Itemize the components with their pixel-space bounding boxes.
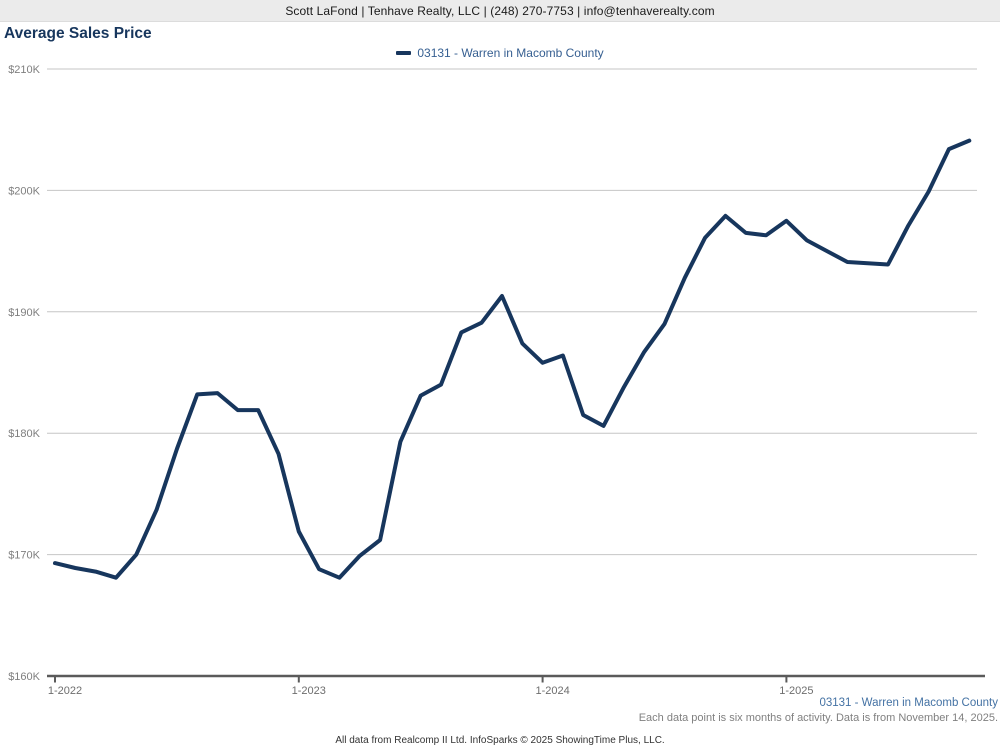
- x-axis-label: 1-2024: [535, 685, 569, 697]
- x-axis-label: 1-2023: [292, 685, 326, 697]
- price-line-series: [53, 138, 972, 580]
- y-axis-label: $160K: [8, 671, 40, 683]
- legend-series-label: 03131 - Warren in Macomb County: [417, 46, 604, 60]
- contact-header-bar: Scott LaFond | Tenhave Realty, LLC | (24…: [0, 0, 1000, 22]
- y-axis-label: $170K: [8, 550, 40, 562]
- y-axis-label: $190K: [8, 307, 40, 319]
- footer-data-note: Each data point is six months of activit…: [638, 712, 998, 724]
- legend-line-swatch-icon: [396, 51, 412, 55]
- y-axis-label: $210K: [8, 64, 40, 76]
- x-axis-label: 1-2022: [48, 685, 82, 697]
- chart-svg: $160K $170K $180K $190K $200K $210K 1-2022 1-20…: [8, 64, 985, 697]
- footer-attribution: All data from Realcomp II Ltd. InfoSpark…: [335, 735, 665, 746]
- average-sales-price-chart: $160K $170K $180K $190K $200K $210K 1-2022 1-20…: [0, 60, 1000, 705]
- y-axis-label: $180K: [8, 428, 40, 440]
- contact-header-text: Scott LaFond | Tenhave Realty, LLC | (24…: [285, 3, 715, 18]
- page-title: Average Sales Price: [4, 25, 152, 42]
- footer-series-label: 03131 - Warren in Macomb County: [819, 697, 998, 709]
- x-axis-label: 1-2025: [779, 685, 813, 697]
- chart-legend: 03131 - Warren in Macomb County: [0, 45, 1000, 61]
- y-axis-label: $200K: [8, 185, 40, 197]
